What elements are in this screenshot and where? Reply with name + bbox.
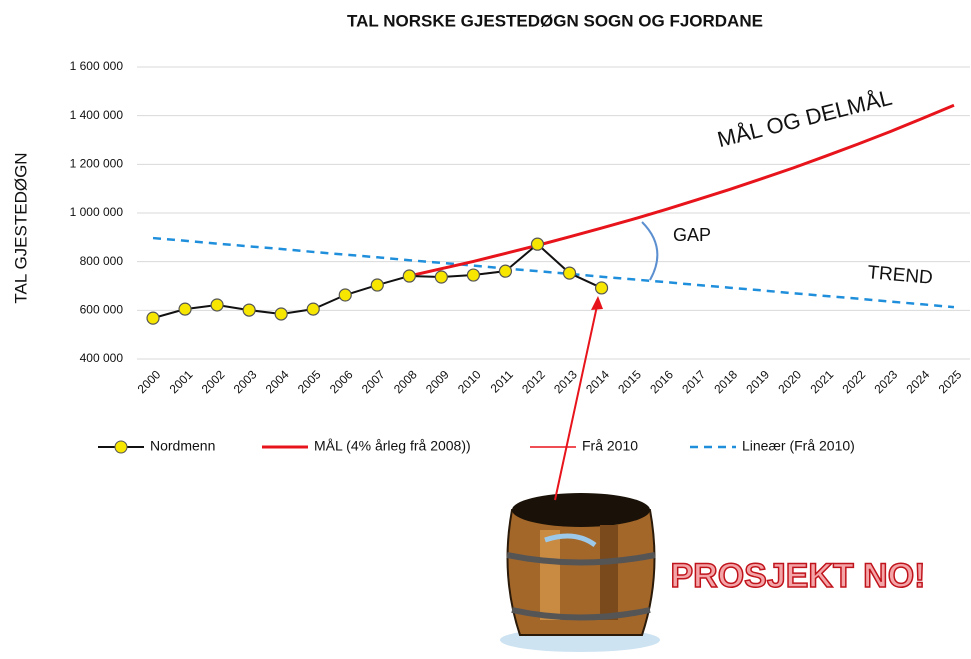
annotation: GAP: [673, 225, 711, 245]
chart-title: TAL NORSKE GJESTEDØGN SOGN OG FJORDANE: [347, 11, 763, 30]
y-tick-label: 1 600 000: [70, 59, 124, 73]
marker: [338, 288, 352, 302]
x-tick-label: 2011: [488, 367, 516, 395]
marker: [498, 264, 513, 278]
x-tick-label: 2021: [807, 367, 836, 396]
x-tick-label: 2008: [391, 367, 420, 396]
arrow: [554, 305, 598, 501]
y-tick-label: 800 000: [80, 254, 124, 268]
series-line: [408, 103, 955, 278]
marker: [210, 298, 224, 312]
y-tick-label: 1 200 000: [70, 157, 124, 171]
x-tick-label: 2013: [551, 367, 580, 396]
y-tick-label: 400 000: [80, 351, 124, 365]
legend-marker: [114, 440, 128, 454]
marker: [562, 266, 577, 280]
legend-label: Frå 2010: [582, 438, 638, 454]
marker: [434, 270, 448, 284]
x-tick-label: 2018: [711, 367, 740, 396]
marker: [466, 268, 481, 282]
marker: [370, 278, 384, 292]
x-tick-label: 2024: [904, 367, 933, 396]
marker: [530, 237, 545, 251]
x-tick-label: 2000: [135, 367, 164, 396]
marker: [594, 281, 609, 295]
x-tick-label: 2006: [327, 367, 356, 396]
x-tick-label: 2016: [647, 367, 676, 396]
y-tick-label: 1 000 000: [70, 205, 124, 219]
x-tick-label: 2001: [167, 367, 196, 396]
annotation: TREND: [867, 262, 934, 289]
x-tick-label: 2010: [455, 367, 484, 396]
x-tick-label: 2005: [295, 367, 324, 396]
x-tick-label: 2012: [519, 367, 548, 396]
y-tick-label: 1 400 000: [70, 108, 124, 122]
x-tick-label: 2015: [615, 367, 644, 396]
barrel: [500, 493, 660, 652]
y-tick-label: 600 000: [80, 303, 124, 317]
y-axis-label: TAL GJESTEDØGN: [11, 152, 30, 303]
x-tick-label: 2003: [231, 367, 260, 396]
x-tick-label: 2017: [679, 367, 708, 396]
marker: [306, 302, 320, 316]
x-tick-label: 2014: [583, 367, 612, 396]
x-tick-label: 2007: [359, 367, 388, 396]
marker: [402, 269, 416, 283]
legend-label: Nordmenn: [150, 438, 215, 454]
marker: [146, 311, 160, 325]
annotation: PROSJEKT NO!: [670, 557, 925, 595]
x-tick-label: 2002: [199, 367, 228, 396]
series-line: [152, 236, 955, 309]
legend-label: MÅL (4% årleg frå 2008)): [314, 438, 471, 454]
marker: [178, 302, 192, 316]
gap-arc: [641, 221, 659, 281]
x-tick-label: 2019: [743, 367, 772, 396]
x-tick-label: 2004: [263, 367, 292, 396]
x-tick-label: 2023: [871, 367, 900, 396]
x-tick-label: 2009: [423, 367, 452, 396]
x-tick-label: 2022: [839, 367, 868, 396]
marker: [274, 307, 288, 321]
legend-label: Lineær (Frå 2010): [742, 438, 855, 454]
arrow-head: [591, 296, 603, 310]
x-tick-label: 2020: [775, 367, 804, 396]
x-tick-label: 2025: [936, 367, 965, 396]
marker: [242, 303, 256, 317]
